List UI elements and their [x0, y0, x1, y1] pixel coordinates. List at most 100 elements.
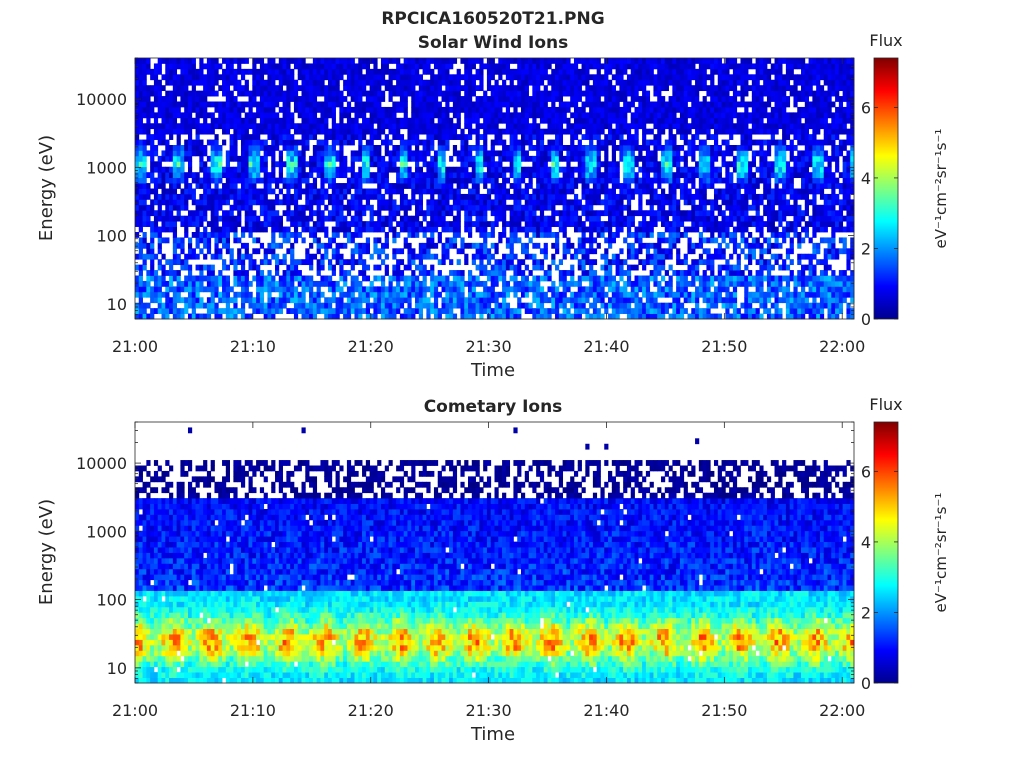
- heatmap-cell: [570, 85, 575, 92]
- heatmap-cell: [150, 172, 155, 179]
- heatmap-cell: [335, 96, 340, 102]
- heatmap-cell: [452, 297, 458, 304]
- heatmap-cell: [301, 188, 306, 195]
- heatmap-cell: [558, 85, 564, 92]
- heatmap-cell: [558, 183, 564, 189]
- heatmap-cell: [626, 193, 632, 200]
- heatmap-cell: [222, 275, 227, 282]
- heatmap-cell: [600, 232, 605, 238]
- heatmap-cell: [539, 150, 545, 157]
- heatmap-cell: [483, 270, 488, 276]
- heatmap-cell: [471, 242, 476, 249]
- heatmap-cell: [248, 291, 253, 298]
- heatmap-cell: [392, 264, 397, 271]
- heatmap-cell: [547, 58, 552, 64]
- heatmap-cell: [520, 204, 526, 211]
- heatmap-cell: [388, 96, 393, 102]
- heatmap-cell: [206, 302, 212, 309]
- heatmap-cell: [358, 123, 363, 130]
- heatmap-cell: [524, 188, 529, 195]
- heatmap-cell: [316, 291, 321, 298]
- heatmap-cell: [354, 226, 359, 233]
- heatmap-cell: [290, 297, 295, 304]
- heatmap-cell: [161, 177, 166, 184]
- heatmap-cell: [623, 150, 628, 157]
- heatmap-cell: [422, 68, 427, 75]
- heatmap-cell: [505, 150, 511, 157]
- heatmap-cell: [479, 302, 484, 309]
- heatmap-cell: [396, 270, 401, 276]
- heatmap-cell: [468, 275, 473, 282]
- heatmap-cell: [176, 259, 181, 266]
- heatmap-cell: [418, 199, 423, 206]
- heatmap-cell: [543, 270, 548, 276]
- heatmap-cell: [237, 275, 242, 282]
- heatmap-cell: [437, 90, 442, 97]
- heatmap-cell: [377, 68, 382, 75]
- heatmap-cell: [585, 177, 590, 184]
- heatmap-cell: [407, 286, 412, 293]
- heatmap-cell: [369, 302, 374, 309]
- heatmap-cell: [615, 199, 620, 206]
- heatmap-cell: [180, 193, 185, 200]
- heatmap-cell: [184, 215, 189, 222]
- heatmap-cell: [172, 58, 178, 64]
- heatmap-cell: [430, 172, 435, 179]
- heatmap-cell: [248, 106, 253, 113]
- heatmap-cell: [539, 199, 545, 206]
- heatmap-cell: [150, 297, 155, 304]
- heatmap-cell: [237, 134, 242, 140]
- heatmap-cell: [225, 155, 230, 162]
- heatmap-cell: [430, 226, 435, 233]
- heatmap-cell: [286, 128, 291, 135]
- heatmap-cell: [562, 280, 567, 287]
- heatmap-cell: [312, 291, 318, 298]
- heatmap-cell: [301, 226, 306, 233]
- heatmap-cell: [445, 242, 450, 249]
- heatmap-cell: [460, 74, 465, 81]
- heatmap-cell: [252, 210, 257, 217]
- heatmap-cell: [468, 172, 473, 179]
- heatmap-cell: [407, 79, 412, 86]
- heatmap-cell: [320, 112, 325, 119]
- heatmap-cell: [520, 226, 526, 233]
- heatmap-cell: [486, 275, 492, 282]
- heatmap-cell: [225, 101, 230, 108]
- heatmap-cell: [240, 286, 246, 293]
- heatmap-cell: [176, 177, 181, 184]
- heatmap-cell: [623, 90, 628, 97]
- heatmap-cell: [293, 264, 299, 271]
- heatmap-cell: [290, 286, 295, 293]
- heatmap-cell: [362, 248, 367, 255]
- heatmap-cell: [536, 74, 541, 81]
- heatmap-cell: [456, 226, 461, 233]
- heatmap-cell: [532, 58, 537, 64]
- heatmap-cell: [426, 199, 431, 206]
- heatmap-cell: [165, 188, 170, 195]
- heatmap-cell: [293, 286, 299, 293]
- heatmap-cell: [237, 172, 242, 179]
- heatmap-cell: [392, 58, 397, 64]
- heatmap-cell: [592, 101, 598, 108]
- heatmap-cell: [184, 286, 189, 293]
- heatmap-cell: [172, 79, 178, 86]
- heatmap-cell: [165, 63, 170, 70]
- heatmap-cell: [327, 96, 333, 102]
- heatmap-cell: [589, 193, 594, 200]
- heatmap-cell: [532, 90, 537, 97]
- heatmap-cell: [335, 302, 340, 309]
- heatmap-cell: [335, 308, 340, 314]
- heatmap-cell: [596, 183, 601, 189]
- heatmap-cell: [464, 313, 469, 320]
- heatmap-cell: [456, 155, 461, 162]
- heatmap-cell: [244, 183, 249, 189]
- heatmap-cell: [415, 286, 420, 293]
- heatmap-cell: [380, 297, 386, 304]
- heatmap-cell: [536, 112, 541, 119]
- heatmap-cell: [199, 313, 204, 320]
- heatmap-cell: [206, 166, 212, 173]
- heatmap-cell: [165, 270, 170, 276]
- heatmap-cell: [354, 117, 359, 124]
- heatmap-cell: [369, 150, 374, 157]
- heatmap-cell: [471, 145, 476, 151]
